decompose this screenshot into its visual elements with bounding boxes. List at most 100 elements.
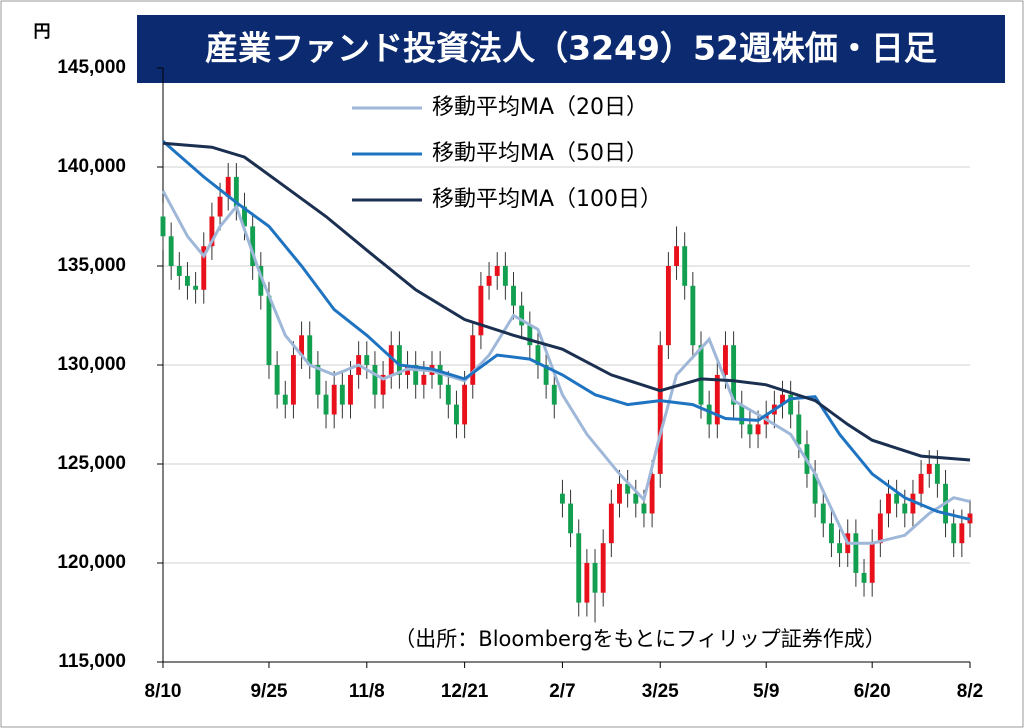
- candle-body: [706, 404, 712, 425]
- candle-body: [951, 523, 957, 544]
- candle-body: [551, 384, 557, 405]
- candle-body: [413, 365, 419, 385]
- candle-body: [894, 493, 900, 504]
- y-tick-label: 130,000: [57, 354, 126, 375]
- candle-body: [486, 275, 492, 286]
- candle-body: [519, 305, 525, 326]
- x-tick-label: 6/20: [854, 681, 891, 702]
- candle-body: [193, 285, 199, 290]
- candle-body: [290, 355, 296, 405]
- candle-body: [307, 335, 313, 365]
- y-tick-label: 125,000: [57, 453, 126, 474]
- legend-label: 移動平均MA（50日）: [432, 141, 648, 166]
- legend-label: 移動平均MA（20日）: [432, 95, 648, 120]
- ma-line: [162, 140, 971, 521]
- candle-body: [274, 365, 280, 395]
- candle-body: [869, 543, 875, 583]
- candle-body: [918, 473, 924, 494]
- ma-line: [162, 141, 971, 462]
- candle-body: [250, 226, 256, 266]
- candle-body: [364, 355, 370, 365]
- candle-body: [242, 206, 247, 227]
- candle-body: [258, 266, 264, 296]
- candle-body: [674, 246, 679, 266]
- candle-body: [617, 483, 622, 504]
- candle-body: [225, 176, 231, 197]
- candle-body: [731, 345, 737, 405]
- candle-body: [690, 285, 696, 346]
- candle-body: [388, 345, 394, 375]
- x-tick-label: 2/7: [549, 681, 575, 702]
- candle-body: [331, 384, 337, 415]
- y-tick-label: 145,000: [57, 57, 126, 78]
- candle-body: [470, 335, 476, 385]
- candle-body: [682, 246, 688, 286]
- x-tick-label: 8/2: [957, 681, 983, 702]
- candle-body: [625, 483, 631, 494]
- candle-body: [421, 374, 427, 385]
- candle-body: [755, 424, 761, 435]
- candle-body: [348, 374, 353, 405]
- candle-body: [959, 523, 965, 544]
- ma-line: [161, 190, 971, 545]
- y-tick-label: 120,000: [57, 552, 126, 573]
- candle-body: [592, 563, 598, 593]
- candle-body: [462, 384, 468, 425]
- candle-body: [796, 414, 802, 445]
- candle-body: [543, 365, 549, 385]
- candle-body: [861, 572, 867, 583]
- candle-body: [853, 533, 859, 573]
- legend-label: 移動平均MA（100日）: [432, 187, 662, 212]
- candle-body: [233, 176, 239, 207]
- candle-body: [445, 384, 451, 405]
- candle-body: [723, 345, 728, 375]
- candle-body: [168, 236, 174, 266]
- x-tick-label: 11/8: [349, 681, 385, 702]
- x-tick-label: 5/9: [753, 681, 779, 702]
- candle-body: [454, 404, 459, 425]
- candle-body: [877, 513, 883, 544]
- y-tick-label: 115,000: [58, 651, 126, 672]
- candle-body: [739, 404, 745, 425]
- candle-body: [535, 345, 541, 365]
- candle-body: [527, 325, 533, 346]
- candle-body: [217, 196, 223, 217]
- candle-body: [185, 275, 190, 286]
- candle-body: [649, 473, 655, 514]
- candle-body: [299, 335, 305, 356]
- source-note: （出所：Bloombergをもとにフィリップ証券作成）: [394, 627, 885, 651]
- candle-body: [494, 266, 500, 276]
- candle-body: [698, 345, 704, 405]
- y-unit: 円: [34, 22, 51, 42]
- title-box: [137, 15, 1005, 83]
- candle-body: [568, 503, 574, 534]
- candle-body: [396, 345, 402, 375]
- candle-body: [820, 503, 826, 524]
- chart-title: 産業ファンド投資法人（3249）52週株価・日足: [205, 29, 937, 68]
- candle-body: [282, 394, 288, 405]
- candle-body: [902, 503, 908, 514]
- candle-body: [780, 394, 785, 405]
- candle-body: [828, 523, 834, 544]
- candle-body: [714, 374, 720, 425]
- candle-body: [600, 543, 606, 593]
- candle-body: [160, 216, 166, 237]
- candle-body: [837, 543, 843, 554]
- candle-body: [559, 493, 565, 504]
- candle-body: [209, 216, 215, 247]
- candle-body: [665, 266, 671, 346]
- candle-body: [934, 464, 940, 484]
- candle-body: [339, 384, 345, 405]
- candle-body: [608, 503, 614, 544]
- candle-body: [886, 493, 891, 514]
- x-tick-label: 3/25: [642, 681, 679, 702]
- candle-body: [747, 424, 753, 435]
- candle-body: [478, 285, 484, 336]
- x-tick-label: 12/21: [441, 681, 489, 702]
- candle-body: [176, 266, 182, 276]
- candle-body: [641, 503, 647, 514]
- x-tick-label: 9/25: [250, 681, 287, 702]
- candle-body: [633, 493, 639, 504]
